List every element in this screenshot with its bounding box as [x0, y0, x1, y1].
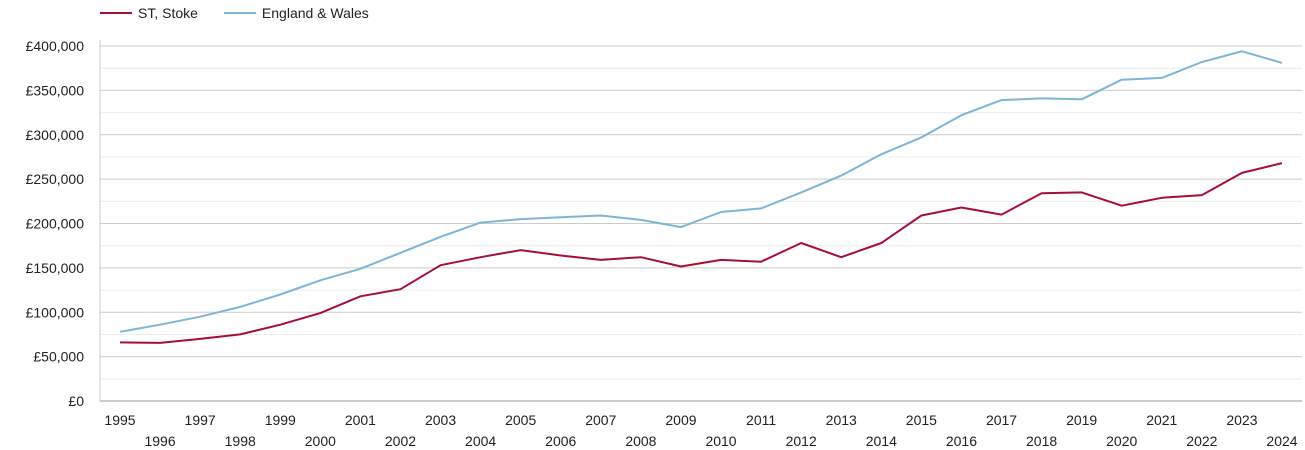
x-tick-label: 2013 [826, 412, 857, 428]
x-tick-label: 2000 [305, 433, 336, 449]
legend-item-st-stoke[interactable]: ST, Stoke [100, 5, 198, 21]
chart-legend: ST, Stoke England & Wales [100, 3, 395, 23]
x-tick-label: 2007 [585, 412, 616, 428]
x-tick-label: 2022 [1186, 433, 1217, 449]
x-tick-label: 1998 [225, 433, 256, 449]
x-tick-label: 2021 [1146, 412, 1177, 428]
x-tick-label: 2001 [345, 412, 376, 428]
x-tick-label: 2018 [1026, 433, 1057, 449]
x-tick-label: 2002 [385, 433, 416, 449]
x-tick-label: 2011 [746, 412, 776, 428]
x-tick-label: 1996 [144, 433, 175, 449]
x-tick-label: 2006 [545, 433, 576, 449]
y-tick-label: £150,000 [26, 260, 85, 276]
x-tick-label: 2020 [1106, 433, 1137, 449]
y-tick-label: £300,000 [26, 127, 85, 143]
y-tick-label: £400,000 [26, 38, 85, 54]
legend-swatch-england-wales [223, 12, 256, 14]
y-tick-label: £0 [68, 393, 84, 409]
x-tick-label: 2024 [1266, 433, 1297, 449]
y-tick-label: £200,000 [26, 216, 85, 232]
x-tick-label: 2003 [425, 412, 456, 428]
x-tick-label: 2016 [946, 433, 977, 449]
x-tick-label: 1997 [185, 412, 216, 428]
x-tick-label: 2019 [1066, 412, 1097, 428]
x-tick-label: 2012 [786, 433, 817, 449]
legend-label-england-wales: England & Wales [261, 5, 369, 21]
series-line-england-wales [119, 50, 1283, 333]
y-tick-label: £100,000 [26, 304, 85, 320]
x-tick-label: 2004 [465, 433, 496, 449]
x-tick-label: 2023 [1226, 412, 1257, 428]
x-tick-label: 2014 [866, 433, 897, 449]
x-tick-label: 2008 [625, 433, 656, 449]
y-tick-label: £50,000 [33, 349, 84, 365]
legend-item-england-wales[interactable]: England & Wales [223, 5, 369, 21]
x-tick-label: 2017 [986, 412, 1017, 428]
x-tick-label: 1999 [265, 412, 296, 428]
legend-swatch-st-stoke [100, 12, 132, 14]
y-tick-label: £350,000 [26, 82, 85, 98]
x-tick-label: 2010 [705, 433, 736, 449]
x-tick-label: 2005 [505, 412, 536, 428]
x-tick-label: 2009 [665, 412, 696, 428]
x-tick-label: 1995 [104, 412, 135, 428]
x-tick-label: 2015 [906, 412, 937, 428]
series-line-st-stoke [119, 162, 1283, 344]
legend-label-st-stoke: ST, Stoke [138, 5, 198, 21]
y-tick-label: £250,000 [26, 171, 85, 187]
